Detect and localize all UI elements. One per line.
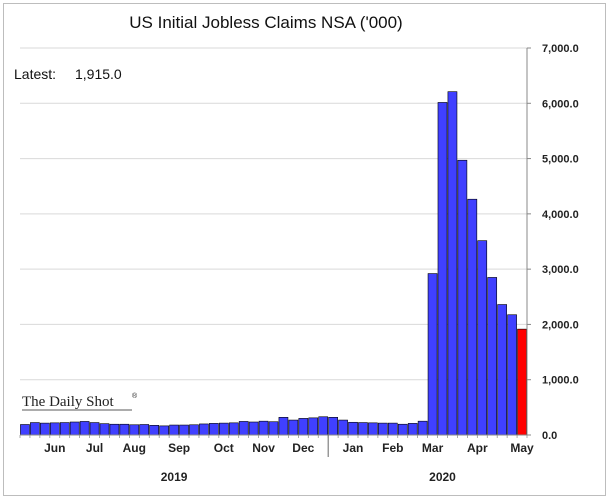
x-tick-label: Jun <box>44 441 65 455</box>
bar <box>477 240 488 436</box>
bar <box>427 273 438 436</box>
y-tick-label: 6,000.0 <box>542 98 579 110</box>
bar <box>378 422 388 436</box>
bar <box>437 102 448 436</box>
bar <box>457 159 468 436</box>
year-labels: 2019 2020 <box>161 435 456 484</box>
x-tick-label: Nov <box>252 441 275 455</box>
bar <box>268 421 279 436</box>
bar <box>228 422 239 436</box>
bar <box>417 420 428 436</box>
bar <box>79 421 90 436</box>
bar <box>20 424 30 436</box>
bar <box>49 422 60 436</box>
x-tick-label: Jan <box>343 441 364 455</box>
latest-value: 1,915.0 <box>75 66 122 82</box>
daily-shot-logo: The Daily Shot ® <box>22 392 138 411</box>
bar <box>358 422 368 436</box>
year-label: 2019 <box>161 470 188 484</box>
chart-title: US Initial Jobless Claims NSA ('000) <box>129 13 402 32</box>
bar <box>338 419 348 436</box>
y-tick-label: 5,000.0 <box>542 154 579 166</box>
bar <box>407 423 418 436</box>
y-tick-label: 1,000.0 <box>542 375 579 387</box>
x-tick-label: Mar <box>422 441 444 455</box>
bar <box>199 423 209 436</box>
bar <box>447 91 458 436</box>
bar <box>89 422 100 436</box>
y-tick-label: 0.0 <box>542 430 557 442</box>
y-tick-label: 2,000.0 <box>542 319 579 331</box>
axes <box>20 48 528 436</box>
latest-label: Latest: <box>14 66 56 82</box>
x-tick-label: Aug <box>123 441 146 455</box>
x-tick-label: Oct <box>214 441 234 455</box>
bar <box>69 421 80 436</box>
bar <box>238 421 249 436</box>
bar-latest <box>517 328 527 436</box>
y-tick-label: 4,000.0 <box>542 209 579 221</box>
bar <box>139 424 150 436</box>
x-tick-label: May <box>510 441 534 455</box>
bar <box>248 421 259 436</box>
x-tick-labels: Jun Jul Aug Sep Oct Nov Dec Jan Feb Mar Apr May <box>19 435 534 455</box>
bar <box>278 417 289 436</box>
bar <box>368 422 378 436</box>
bar <box>99 423 110 436</box>
bar <box>467 198 478 436</box>
bar <box>189 424 199 436</box>
bar <box>397 423 408 436</box>
bar <box>109 423 120 436</box>
bar <box>59 422 70 436</box>
x-tick-label: Feb <box>382 441 403 455</box>
x-tick-label: Sep <box>168 441 190 455</box>
year-label: 2020 <box>429 470 456 484</box>
bar <box>348 421 358 436</box>
bar <box>40 422 50 436</box>
bar <box>218 422 229 436</box>
bar <box>149 425 160 436</box>
brand-registered-mark: ® <box>132 392 138 400</box>
bar <box>179 424 189 436</box>
bar <box>169 424 179 436</box>
bar <box>308 417 319 436</box>
bar <box>209 423 219 436</box>
bar <box>119 423 130 436</box>
bar <box>318 416 329 436</box>
y-tick-label: 7,000.0 <box>542 43 579 55</box>
bar <box>129 424 140 436</box>
y-tick-label: 3,000.0 <box>542 264 579 276</box>
bar <box>159 425 169 436</box>
y-tick-labels: 7,000.0 6,000.0 5,000.0 4,000.0 3,000.0 2,000… <box>527 43 579 442</box>
x-tick-label: Apr <box>467 441 488 455</box>
bar <box>487 277 498 436</box>
bar-series <box>20 91 527 436</box>
bar <box>497 304 507 436</box>
bar <box>288 419 299 436</box>
bar <box>30 422 40 436</box>
bar <box>387 422 398 436</box>
bar <box>328 417 338 436</box>
x-tick-label: Dec <box>292 441 314 455</box>
bar <box>258 420 269 436</box>
x-tick-label: Jul <box>86 441 103 455</box>
bar <box>507 314 517 436</box>
bar <box>298 418 309 436</box>
brand-name: The Daily Shot <box>22 394 114 410</box>
